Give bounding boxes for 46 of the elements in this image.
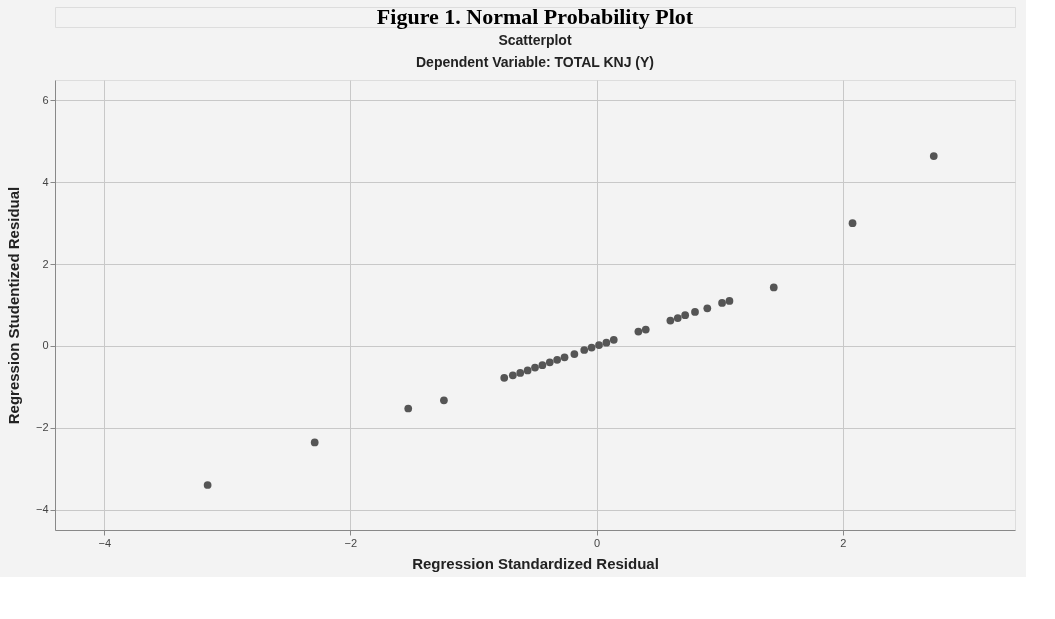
point — [609, 335, 618, 344]
point — [595, 341, 603, 349]
point — [516, 369, 525, 377]
point — [691, 308, 699, 316]
x-tick-label: −4 — [98, 536, 111, 549]
point — [848, 219, 857, 228]
x-tick-label: 2 — [840, 536, 847, 549]
point — [404, 404, 413, 413]
point — [634, 327, 643, 336]
point — [673, 314, 682, 322]
point — [725, 297, 734, 305]
point — [500, 373, 509, 382]
point — [545, 358, 554, 367]
y-tick-label: −2 — [35, 421, 49, 434]
y-tick-label: 4 — [42, 175, 49, 188]
point — [587, 343, 596, 352]
y-tick-label: 6 — [42, 93, 49, 106]
point — [580, 346, 589, 354]
point — [440, 396, 448, 405]
point — [531, 363, 539, 372]
caption: Figure 1. Normal Probability Plot — [376, 4, 694, 29]
y-axis-title: Regression Studentized Residual — [4, 186, 22, 425]
point — [703, 304, 712, 313]
point — [666, 316, 675, 325]
point — [560, 353, 569, 362]
point — [310, 438, 319, 447]
point — [203, 481, 212, 489]
point — [681, 311, 690, 320]
point — [602, 338, 611, 347]
chart-title: Scatterplot — [498, 32, 572, 48]
point — [553, 355, 562, 364]
point — [538, 361, 547, 369]
x-tick-label: 0 — [593, 536, 601, 549]
y-tick-label: 2 — [42, 257, 49, 270]
point — [718, 299, 726, 307]
point — [769, 283, 778, 292]
point — [641, 325, 650, 334]
point — [929, 152, 938, 160]
x-axis-title: Regression Standardized Residual — [412, 554, 659, 572]
y-tick-label: 0 — [42, 339, 49, 352]
point — [570, 350, 579, 358]
x-tick-label: −2 — [344, 536, 358, 549]
point — [508, 371, 517, 380]
point — [523, 366, 532, 375]
chart-subtitle: Dependent Variable: TOTAL KNJ (Y) — [415, 54, 655, 70]
y-tick-label: −4 — [35, 503, 49, 516]
